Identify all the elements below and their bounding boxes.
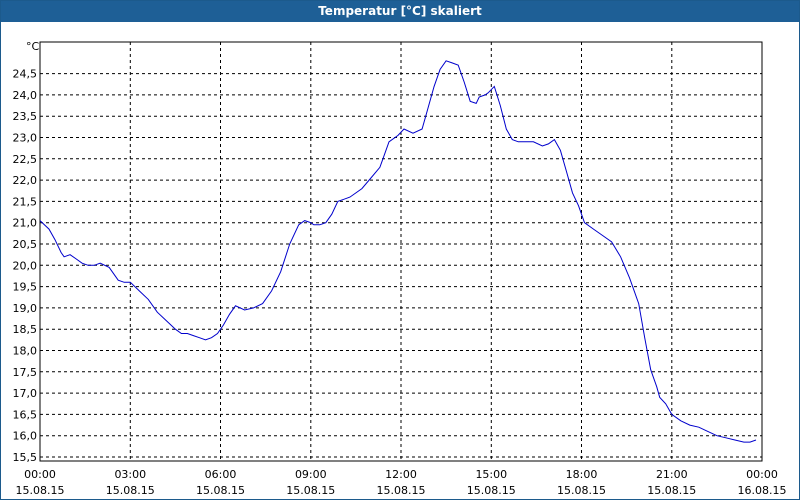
y-tick-label: 19,0 <box>13 302 38 315</box>
x-tick-date: 15.08.15 <box>647 484 696 497</box>
y-tick-label: 24,5 <box>13 68 38 81</box>
y-tick-label: 15,5 <box>13 451 38 464</box>
y-tick-label: 22,5 <box>13 153 38 166</box>
x-tick-time: 00:00 <box>24 468 56 481</box>
x-tick-date: 15.08.15 <box>106 484 155 497</box>
x-axis-ticks: 00:00 15.08.15 03:00 15.08.15 06:00 15.08.15 0… <box>16 468 787 497</box>
x-tick-time: 06:00 <box>205 468 237 481</box>
grid <box>40 42 762 461</box>
y-tick-label: 19,5 <box>13 281 38 294</box>
y-tick-label: 16,0 <box>13 430 38 443</box>
x-tick-time: 18:00 <box>566 468 598 481</box>
x-tick-date: 15.08.15 <box>286 484 335 497</box>
y-tick-label: 21,0 <box>13 217 38 230</box>
y-tick-label: 20,5 <box>13 238 38 251</box>
y-tick-label: 23,5 <box>13 110 38 123</box>
y-tick-label: 18,0 <box>13 345 38 358</box>
y-axis-ticks: 24,5 24,0 23,5 23,0 22,5 22,0 21,5 21,0 20,5 20,0… <box>13 68 38 464</box>
plot-frame <box>39 41 763 462</box>
x-tick-time: 03:00 <box>114 468 146 481</box>
y-tick-label: 23,0 <box>13 132 38 145</box>
x-tick-time: 15:00 <box>475 468 507 481</box>
x-tick-date: 15.08.15 <box>467 484 516 497</box>
x-tick-time: 12:00 <box>385 468 417 481</box>
x-tick-date: 15.08.15 <box>196 484 245 497</box>
x-tick-time: 09:00 <box>295 468 327 481</box>
y-tick-label: 17,5 <box>13 366 38 379</box>
y-tick-label: 20,0 <box>13 259 38 272</box>
y-tick-label: 21,5 <box>13 195 38 208</box>
x-tick-date: 15.08.15 <box>377 484 426 497</box>
y-tick-label: 18,5 <box>13 323 38 336</box>
y-unit-label: °C <box>26 40 40 53</box>
x-tick-time: 21:00 <box>656 468 688 481</box>
chart-title: Temperatur [°C] skaliert <box>1 1 799 22</box>
y-tick-label: 22,0 <box>13 174 38 187</box>
x-tick-date: 16.08.15 <box>738 484 787 497</box>
y-tick-label: 24,0 <box>13 89 38 102</box>
y-tick-label: 16,5 <box>13 408 38 421</box>
x-tick-time: 00:00 <box>746 468 778 481</box>
x-tick-date: 15.08.15 <box>16 484 65 497</box>
temperature-line <box>39 60 757 443</box>
x-tick-date: 15.08.15 <box>557 484 606 497</box>
y-tick-label: 17,0 <box>13 387 38 400</box>
